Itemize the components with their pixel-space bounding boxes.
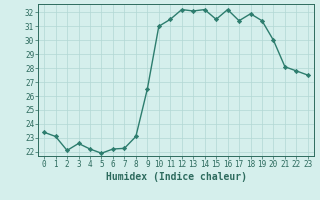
X-axis label: Humidex (Indice chaleur): Humidex (Indice chaleur) xyxy=(106,172,246,182)
